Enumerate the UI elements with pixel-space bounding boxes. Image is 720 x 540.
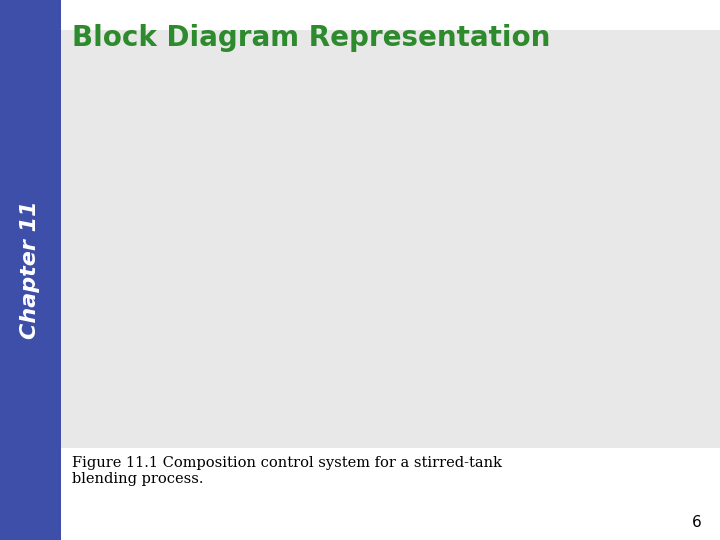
Text: $w_1$: $w_1$ xyxy=(79,141,97,155)
Polygon shape xyxy=(568,151,593,161)
Text: Chapter 11: Chapter 11 xyxy=(20,201,40,339)
Circle shape xyxy=(554,213,608,258)
Text: Block Diagram Representation: Block Diagram Representation xyxy=(72,24,550,52)
Text: $x_1$: $x_1$ xyxy=(79,116,95,130)
Text: $p$: $p$ xyxy=(588,269,598,284)
Polygon shape xyxy=(248,102,318,160)
Text: Figure 11.1 Composition control system for a stirred-tank
blending process.: Figure 11.1 Composition control system f… xyxy=(72,456,502,487)
Text: $p_t$: $p_t$ xyxy=(588,178,602,192)
Text: $x_2$: $x_2$ xyxy=(675,121,690,136)
Bar xyxy=(286,309,310,321)
Bar xyxy=(255,309,279,321)
Text: $w_2$: $w_2$ xyxy=(675,147,693,162)
Text: $x_m$: $x_m$ xyxy=(513,302,530,315)
Text: $x_{sp}$: $x_{sp}$ xyxy=(588,386,608,401)
Bar xyxy=(148,181,418,395)
Text: I/P: I/P xyxy=(572,228,590,241)
Text: $w$: $w$ xyxy=(120,329,132,343)
Text: AT: AT xyxy=(454,314,471,327)
Polygon shape xyxy=(563,127,580,151)
Text: $x$: $x$ xyxy=(120,304,130,318)
Polygon shape xyxy=(580,127,598,151)
Text: 6: 6 xyxy=(692,515,702,530)
Circle shape xyxy=(557,300,605,340)
Text: $x,\, V$: $x,\, V$ xyxy=(260,367,290,383)
Text: AC: AC xyxy=(571,314,590,327)
Circle shape xyxy=(438,300,487,340)
